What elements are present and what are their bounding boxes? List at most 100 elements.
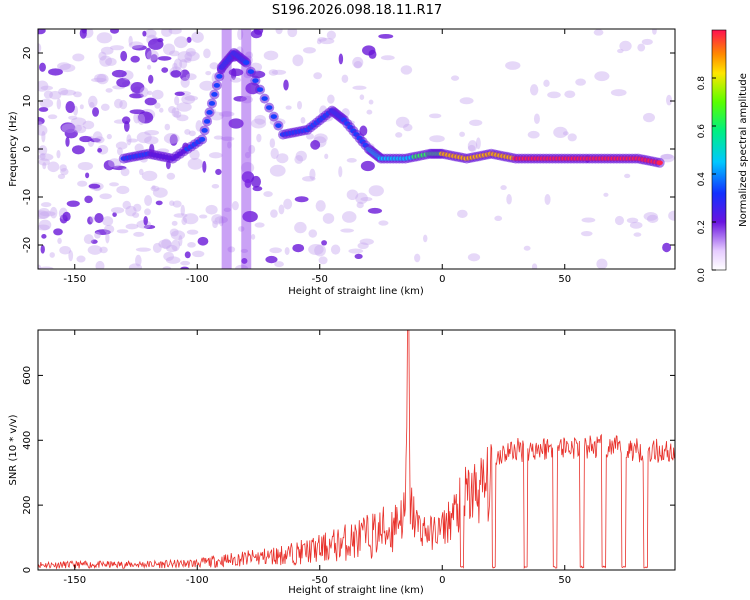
spectrogram-speckle bbox=[53, 228, 63, 236]
spectrogram-speckle bbox=[666, 94, 673, 106]
spectrogram-speckle bbox=[251, 234, 256, 240]
spectrogram-speckle bbox=[238, 226, 245, 232]
spectrogram-speckle bbox=[145, 47, 152, 60]
spectrogram-speckle bbox=[163, 251, 175, 261]
spectrogram-speckle bbox=[359, 94, 365, 100]
spectrogram-speckle bbox=[38, 29, 46, 35]
spectrogram-speckle bbox=[544, 194, 551, 206]
spectrogram-speckle bbox=[116, 229, 129, 234]
spectrogram-speckle bbox=[469, 119, 483, 126]
spectrogram-speckle bbox=[100, 103, 110, 111]
spectrogram-speckle bbox=[173, 213, 188, 218]
spectrogram-speckle bbox=[92, 131, 103, 144]
spectrogram-speckle bbox=[310, 140, 321, 150]
spectrogram-speckle bbox=[211, 183, 220, 189]
spectrogram-speckle bbox=[141, 170, 158, 181]
spectrogram-speckle bbox=[74, 125, 87, 134]
spectrogram-speckle bbox=[40, 85, 54, 91]
spectrogram-speckle bbox=[161, 238, 172, 250]
colorbar-label: Normalized spectral amplitude bbox=[738, 73, 749, 227]
spectrogram-speckle bbox=[285, 105, 292, 110]
spectrogram-speckle bbox=[57, 62, 71, 70]
spectrogram-speckle bbox=[57, 237, 62, 245]
spectrogram-speckle bbox=[73, 91, 82, 98]
spectrogram-speckle bbox=[38, 210, 50, 220]
spectrogram-speckle bbox=[38, 121, 43, 127]
spectrogram-speckle bbox=[59, 164, 67, 172]
spectrogram-speckle bbox=[128, 41, 144, 49]
spectrogram-speckle bbox=[143, 216, 148, 226]
spectrogram-speckle bbox=[163, 133, 180, 144]
spectrogram-speckle bbox=[294, 221, 307, 234]
spectrogram-speckle bbox=[173, 36, 188, 49]
spectrogram-speckle bbox=[130, 81, 145, 94]
spectrogram-speckle bbox=[395, 132, 403, 138]
spectrogram-speckle bbox=[132, 44, 147, 51]
spectrogram-speckle bbox=[211, 214, 224, 225]
spectrogram-speckle bbox=[94, 73, 107, 83]
spectrogram-speckle bbox=[144, 195, 153, 206]
spectrogram-speckle bbox=[629, 221, 643, 229]
spectrogram-speckle bbox=[105, 88, 113, 93]
spectrogram-speckle bbox=[641, 38, 653, 45]
spectrogram-speckle bbox=[300, 117, 306, 124]
spectrogram-speckle bbox=[228, 118, 244, 129]
spectrogram-speckle bbox=[99, 55, 113, 67]
x-tick-label: -150 bbox=[63, 575, 86, 586]
spectrogram-speckle bbox=[302, 47, 316, 54]
spectrogram-speckle bbox=[68, 250, 74, 262]
spectrogram-speckle bbox=[99, 193, 112, 200]
spectrogram-speckle bbox=[179, 59, 188, 69]
spectrogram-speckle bbox=[185, 47, 196, 57]
spectrogram-speckle bbox=[133, 203, 142, 212]
ridge-point bbox=[252, 78, 259, 83]
spectrogram-speckle bbox=[348, 248, 364, 254]
spectrogram-speckle bbox=[354, 253, 363, 259]
spectrogram-speckle bbox=[144, 29, 157, 38]
spectrogram-speckle bbox=[111, 69, 127, 78]
snr-panel: -150 -100 -50 0 50 0 200 400 600 Height of stra… bbox=[8, 329, 676, 596]
spectrogram-speckle bbox=[531, 263, 538, 269]
spectrogram-speckle bbox=[95, 260, 105, 269]
snr-series-line bbox=[38, 330, 675, 570]
spectrogram-speckle bbox=[533, 113, 540, 125]
spectrogram-speckle bbox=[170, 69, 182, 78]
ridge-point bbox=[213, 83, 221, 88]
spectrogram-speckle bbox=[106, 133, 112, 140]
spectrogram-speckle bbox=[529, 84, 539, 96]
spectrogram-speckle bbox=[142, 30, 147, 37]
spectrogram-speckle bbox=[340, 228, 355, 233]
spectrogram-speckle bbox=[353, 61, 363, 69]
spectrogram-speckle bbox=[120, 167, 130, 177]
spectrogram-speckle bbox=[274, 261, 284, 268]
spectrogram-speckle bbox=[356, 201, 364, 209]
spectrogram-speckle bbox=[173, 110, 182, 119]
spectrogram-speckle bbox=[366, 109, 373, 115]
spectrogram-speckle bbox=[181, 94, 196, 105]
spectrogram-speckle bbox=[147, 90, 153, 96]
ridge-point bbox=[208, 101, 216, 106]
colorbar-tick-label: 0.6 bbox=[697, 124, 707, 139]
spectrogram-speckle bbox=[459, 97, 474, 105]
spectrogram-speckle bbox=[61, 123, 77, 133]
spectrogram-speckle bbox=[360, 196, 373, 202]
spectrogram-speckle bbox=[346, 158, 357, 163]
spectrogram-speckle bbox=[151, 185, 156, 190]
spectrogram-speckle bbox=[318, 256, 328, 265]
spectrogram-speckle bbox=[292, 54, 304, 67]
spectrogram-speckle bbox=[96, 32, 113, 44]
spectrogram-speckle bbox=[178, 234, 183, 247]
spectrogram-speckle bbox=[316, 39, 322, 45]
spectrogram-speckle bbox=[87, 216, 93, 225]
spectrogram-speckle bbox=[139, 87, 149, 98]
spectrogram-speckle bbox=[105, 57, 117, 66]
spectrogram-speckle bbox=[610, 89, 627, 97]
spectrogram-speckle bbox=[233, 96, 247, 102]
spectrogram-speckle bbox=[642, 112, 656, 123]
spectrogram-speckle bbox=[47, 161, 60, 173]
spectrogram-speckle bbox=[169, 134, 178, 146]
spectrogram-speckle bbox=[38, 219, 52, 231]
spectrogram-speckle bbox=[199, 80, 215, 91]
spectrogram-speckle bbox=[158, 239, 172, 249]
